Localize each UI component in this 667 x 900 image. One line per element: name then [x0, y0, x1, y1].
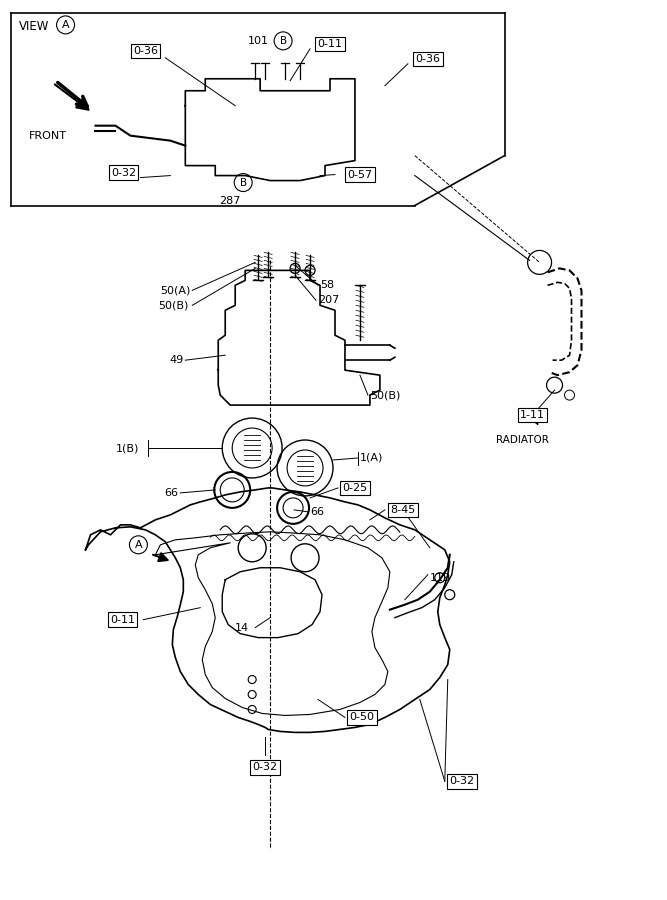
Text: 50(A): 50(A) — [160, 285, 190, 295]
Text: 0-32: 0-32 — [253, 762, 277, 772]
Text: 1(B): 1(B) — [115, 443, 139, 453]
Text: 119: 119 — [430, 572, 451, 582]
Text: 8-45: 8-45 — [390, 505, 416, 515]
Text: B: B — [279, 36, 287, 46]
Text: A: A — [135, 540, 142, 550]
Text: 0-32: 0-32 — [111, 167, 136, 177]
Text: 0-50: 0-50 — [350, 713, 374, 723]
Text: 101: 101 — [248, 36, 269, 46]
Text: 207: 207 — [318, 295, 340, 305]
Text: 0-11: 0-11 — [110, 615, 135, 625]
Text: 66: 66 — [310, 507, 324, 517]
Text: 58: 58 — [320, 280, 334, 291]
Text: 0-11: 0-11 — [317, 39, 343, 49]
Text: A: A — [62, 20, 69, 30]
Text: 50(B): 50(B) — [158, 301, 188, 310]
Text: 49: 49 — [169, 356, 183, 365]
Text: B: B — [239, 177, 247, 187]
Text: 287: 287 — [219, 195, 241, 205]
Text: 66: 66 — [164, 488, 178, 498]
Text: VIEW: VIEW — [19, 21, 49, 33]
Text: 0-32: 0-32 — [449, 777, 474, 787]
Text: 14: 14 — [235, 623, 249, 633]
Text: RADIATOR: RADIATOR — [496, 435, 549, 445]
Text: 0-25: 0-25 — [342, 483, 368, 493]
Text: 0-36: 0-36 — [416, 54, 440, 64]
Text: 0-57: 0-57 — [348, 169, 372, 180]
Text: 0-36: 0-36 — [133, 46, 158, 56]
Text: 50(B): 50(B) — [370, 390, 400, 400]
Text: 1-11: 1-11 — [520, 410, 545, 420]
Text: FRONT: FRONT — [29, 130, 67, 140]
Text: 1(A): 1(A) — [360, 453, 384, 463]
